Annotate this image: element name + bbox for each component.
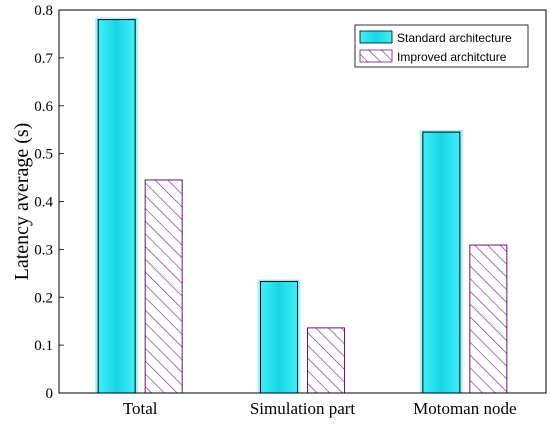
y-tick-label: 0 xyxy=(46,386,54,402)
plot-frame xyxy=(58,9,547,394)
legend-swatch-standard xyxy=(359,30,393,44)
bar-improved-1 xyxy=(307,327,345,394)
x-category-label: Simulation part xyxy=(250,399,356,418)
y-tick-label: 0.2 xyxy=(34,290,53,306)
y-axis-title: Latency average (s) xyxy=(11,123,33,281)
y-tick-label: 0.5 xyxy=(34,147,53,163)
legend-label-standard: Standard architecture xyxy=(397,31,512,45)
x-axis-categories: Total Simulation part Motoman node xyxy=(123,399,517,418)
bar-standard-0 xyxy=(97,19,136,394)
y-tick-label: 0.3 xyxy=(34,242,53,258)
y-tick-label: 0.7 xyxy=(34,51,53,67)
bar-improved-0 xyxy=(144,179,183,394)
y-tick-label: 0.8 xyxy=(34,3,53,19)
y-tick-label: 0.4 xyxy=(34,195,53,211)
y-axis-ticks: 0 0.1 0.2 0.3 0.4 0.5 0.6 0.7 0.8 xyxy=(34,3,64,402)
y-tick-label: 0.1 xyxy=(34,338,53,354)
bar-standard-2 xyxy=(422,131,461,394)
y-tick-label: 0.6 xyxy=(34,99,53,115)
legend-label-improved: Improved architcture xyxy=(397,50,507,64)
x-category-label: Motoman node xyxy=(413,399,516,418)
bar-improved-2 xyxy=(469,244,508,394)
x-category-label: Total xyxy=(123,399,158,418)
legend: Standard architecture Improved architctu… xyxy=(354,24,529,68)
bars-group xyxy=(95,17,508,394)
bar-standard-1 xyxy=(260,280,298,394)
legend-swatch-improved xyxy=(359,49,393,63)
